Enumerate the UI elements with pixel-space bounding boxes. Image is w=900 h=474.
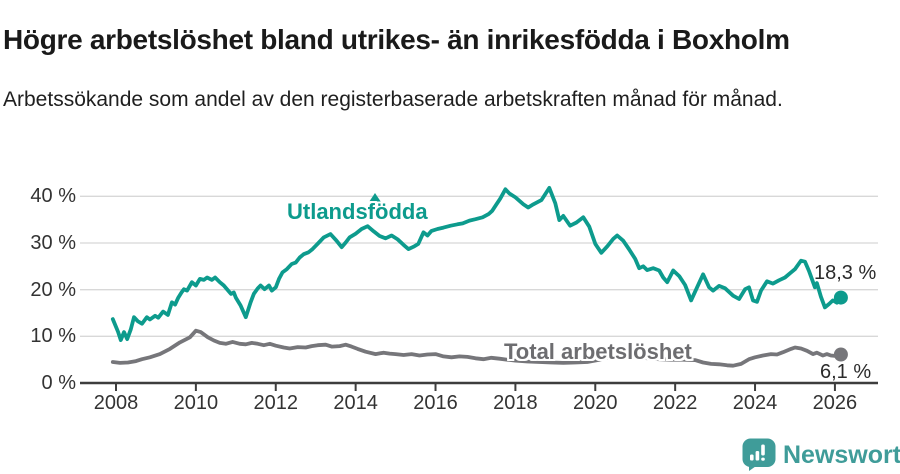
page-title: Högre arbetslöshet bland utrikes- än inr… xyxy=(3,23,790,55)
x-tick-label: 2012 xyxy=(253,392,299,414)
newsworthy-logo[interactable]: Newsworthy xyxy=(742,438,900,471)
utlandsfodda-series-label: Utlandsfödda xyxy=(287,199,428,224)
x-tick-label: 2022 xyxy=(652,392,698,414)
x-tick-label: 2020 xyxy=(573,392,618,414)
total-arbetsloshet-line xyxy=(110,328,843,368)
utlandsfodda-end-value: 18,3 % xyxy=(814,262,877,284)
newsworthy-logo-text: Newsworthy xyxy=(783,440,900,469)
x-tick-label: 2016 xyxy=(413,392,458,414)
total-arbetsloshet-end-value: 6,1 % xyxy=(820,361,872,383)
x-tick-label: 2018 xyxy=(493,392,538,414)
x-axis-tickmarks xyxy=(115,383,836,391)
utlandsfodda-end-dot xyxy=(833,290,848,305)
x-tick-label: 2008 xyxy=(93,392,139,414)
annotation-triangle-icon xyxy=(369,193,381,202)
x-tick-label: 2010 xyxy=(173,392,219,414)
y-tick-label: 0 % xyxy=(41,372,76,394)
x-tick-label: 2024 xyxy=(732,392,778,414)
newsworthy-bubble-icon xyxy=(742,438,776,471)
utlandsfodda-line xyxy=(110,186,843,342)
chart-subtitle: Arbetssökande som andel av den registerb… xyxy=(3,88,783,111)
x-tick-label: 2026 xyxy=(812,392,858,414)
total-arbetsloshet-end-dot xyxy=(833,347,848,362)
x-tick-label: 2014 xyxy=(333,392,378,414)
y-tick-label: 30 % xyxy=(30,231,76,254)
y-tick-label: 10 % xyxy=(30,325,76,348)
total-arbetsloshet-series-label: Total arbetslöshet xyxy=(504,339,692,364)
y-tick-label: 20 % xyxy=(30,278,76,301)
y-tick-label: 40 % xyxy=(30,185,76,208)
